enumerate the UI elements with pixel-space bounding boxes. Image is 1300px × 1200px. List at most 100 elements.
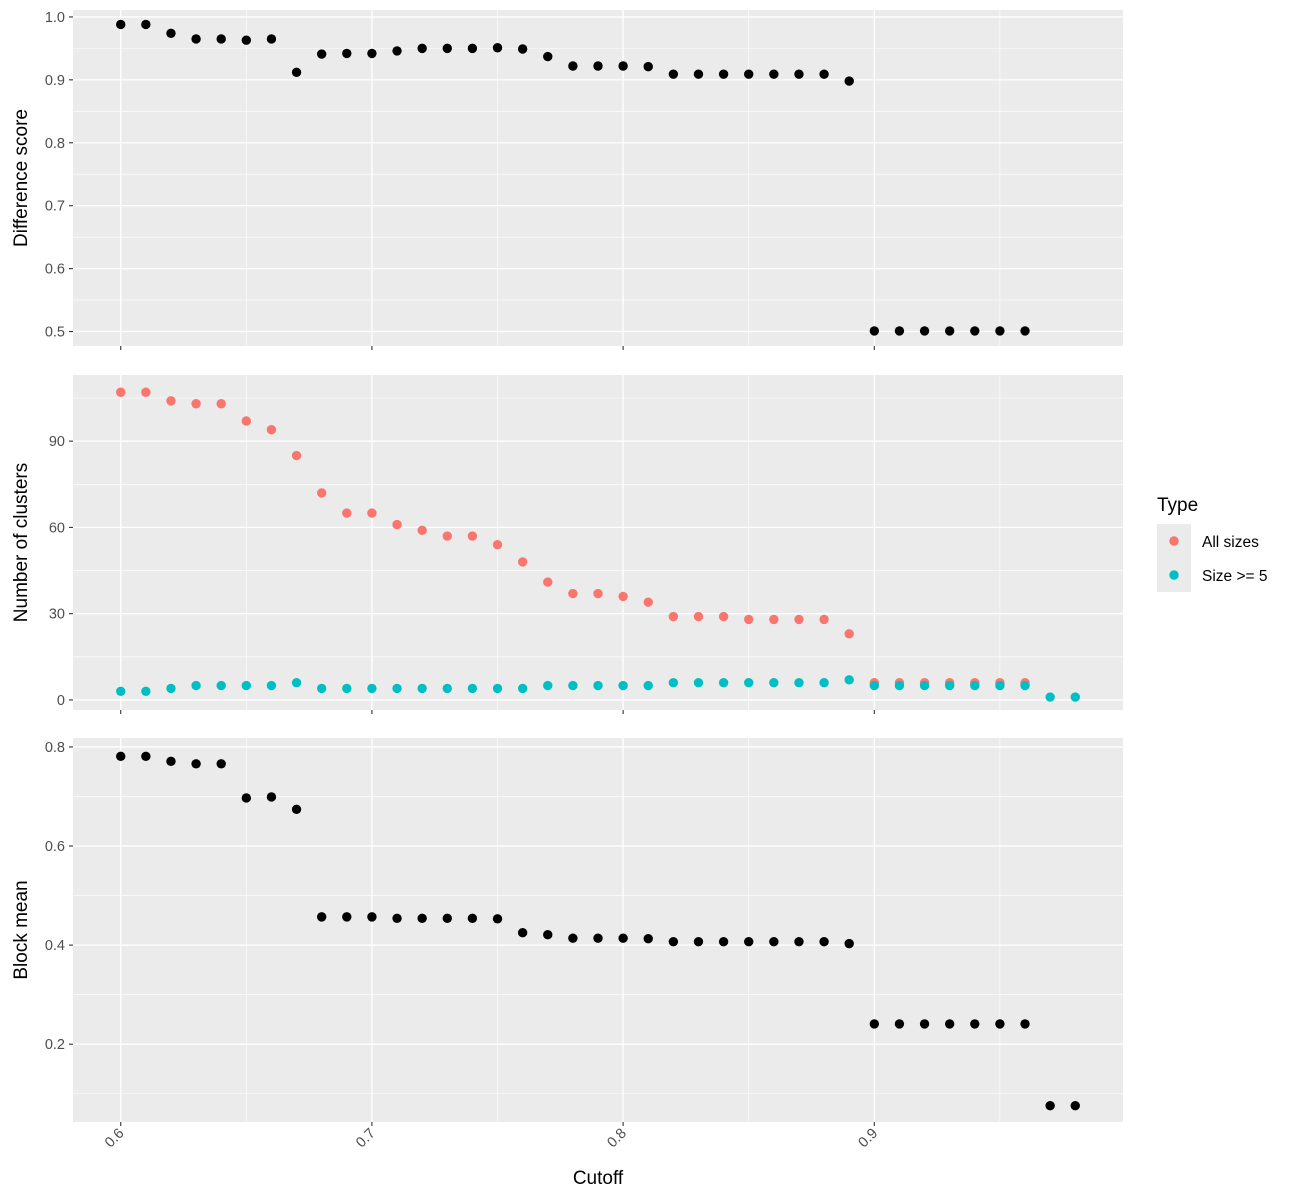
- data-point: [392, 683, 402, 694]
- data-point: [995, 1019, 1005, 1029]
- data-point: [995, 680, 1005, 691]
- data-point: [618, 933, 628, 943]
- data-point: [643, 680, 653, 691]
- data-point: [467, 683, 478, 694]
- data-point: [970, 326, 980, 336]
- data-point: [668, 69, 679, 79]
- data-point: [316, 683, 327, 694]
- data-point: [316, 49, 327, 59]
- x-tick-label: 0.9: [856, 1126, 882, 1152]
- data-point: [794, 936, 804, 947]
- y-tick-label: 0.8: [45, 136, 65, 152]
- data-point: [417, 683, 427, 694]
- data-point: [492, 683, 503, 694]
- y-tick-label: 0: [57, 693, 65, 709]
- data-point: [718, 69, 729, 79]
- data-point: [392, 519, 402, 530]
- y-tick-label: 0.4: [45, 938, 65, 954]
- data-point: [467, 913, 478, 924]
- data-point: [819, 677, 829, 688]
- y-axis-title: Difference score: [11, 109, 32, 247]
- legend-title: Type: [1157, 495, 1198, 516]
- data-point: [116, 387, 126, 397]
- data-point: [944, 1019, 955, 1029]
- data-point: [744, 936, 754, 947]
- x-tick-label: 0.6: [102, 1126, 128, 1152]
- x-tick-label: 0.8: [604, 1126, 630, 1152]
- data-point: [392, 46, 402, 56]
- data-point: [819, 614, 829, 625]
- y-tick-label: 0.9: [45, 73, 65, 89]
- data-point: [1045, 1100, 1055, 1111]
- data-point: [769, 614, 779, 625]
- data-point: [442, 43, 452, 54]
- x-axis-title: Cutoff: [573, 1168, 624, 1189]
- data-point: [166, 396, 176, 406]
- data-point: [844, 76, 854, 86]
- y-tick-label: 0.8: [45, 740, 65, 756]
- data-point: [1020, 680, 1030, 691]
- y-tick-label: 30: [49, 607, 65, 623]
- data-point: [618, 591, 628, 602]
- data-point: [869, 1019, 880, 1029]
- data-point: [141, 751, 151, 762]
- data-point: [1070, 692, 1080, 702]
- data-point: [266, 424, 277, 435]
- data-point: [517, 44, 528, 54]
- data-point: [970, 680, 980, 691]
- data-point: [593, 61, 603, 71]
- data-point: [919, 680, 930, 691]
- chart-panels: 0.5 0.6 0.7 0.8 0.9 1.0 Difference score 0 30 60 9…: [11, 10, 1123, 1126]
- data-point: [116, 751, 126, 762]
- data-point: [744, 614, 754, 625]
- panel-2: 0 30 60 90 Number of clusters: [11, 375, 1123, 714]
- data-point: [819, 69, 829, 79]
- panel-background: [73, 10, 1123, 346]
- data-point: [417, 913, 427, 924]
- data-point: [241, 680, 252, 691]
- data-point: [442, 531, 452, 541]
- data-point: [543, 680, 553, 691]
- data-point: [894, 326, 905, 336]
- legend-label-all-sizes: All sizes: [1202, 534, 1259, 551]
- data-point: [367, 508, 377, 518]
- data-point: [291, 677, 302, 688]
- y-tick-label: 0.2: [45, 1037, 65, 1053]
- panel-background: [73, 738, 1123, 1122]
- data-point: [191, 759, 201, 769]
- data-point: [266, 792, 277, 802]
- data-point: [769, 69, 779, 79]
- y-tick-label: 0.6: [45, 839, 65, 855]
- data-point: [241, 416, 252, 426]
- data-point: [266, 34, 277, 44]
- data-point: [116, 19, 126, 30]
- data-point: [1045, 692, 1055, 702]
- data-point: [517, 683, 528, 694]
- data-point: [266, 680, 277, 691]
- data-point: [316, 912, 327, 922]
- data-point: [116, 686, 126, 697]
- data-point: [693, 69, 704, 79]
- data-point: [216, 759, 226, 769]
- data-point: [1020, 326, 1030, 336]
- data-point: [718, 936, 729, 947]
- data-point: [467, 43, 478, 54]
- data-point: [241, 793, 252, 803]
- data-point: [216, 34, 226, 44]
- data-point: [744, 677, 754, 688]
- data-point: [794, 69, 804, 79]
- data-point: [166, 683, 176, 694]
- data-point: [141, 387, 151, 397]
- y-tick-label: 90: [49, 434, 65, 450]
- data-point: [794, 677, 804, 688]
- data-point: [392, 913, 402, 924]
- data-point: [693, 677, 704, 688]
- data-point: [593, 588, 603, 599]
- data-point: [869, 680, 880, 691]
- data-point: [593, 680, 603, 691]
- y-tick-label: 0.5: [45, 325, 65, 341]
- data-point: [769, 677, 779, 688]
- data-point: [769, 936, 779, 947]
- data-point: [794, 614, 804, 625]
